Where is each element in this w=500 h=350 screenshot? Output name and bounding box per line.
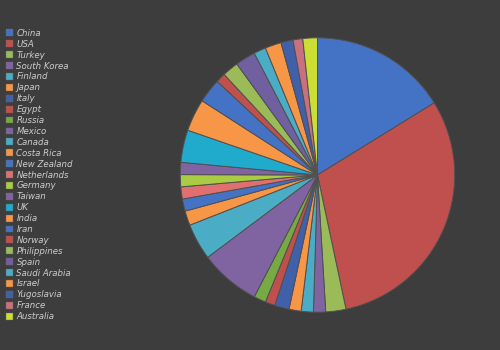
Wedge shape (180, 162, 318, 175)
Wedge shape (190, 175, 318, 257)
Wedge shape (281, 40, 318, 175)
Wedge shape (208, 175, 318, 297)
Wedge shape (303, 38, 318, 175)
Wedge shape (318, 175, 346, 312)
Wedge shape (274, 175, 318, 309)
Wedge shape (254, 175, 318, 302)
Wedge shape (181, 130, 318, 175)
Legend: China, USA, Turkey, South Korea, Finland, Japan, Italy, Egypt, Russia, Mexico, C: China, USA, Turkey, South Korea, Finland… (6, 28, 74, 322)
Wedge shape (318, 103, 454, 309)
Wedge shape (181, 175, 318, 199)
Wedge shape (289, 175, 318, 311)
Wedge shape (180, 175, 318, 187)
Wedge shape (254, 48, 318, 175)
Wedge shape (301, 175, 318, 312)
Wedge shape (217, 75, 318, 175)
Wedge shape (237, 53, 318, 175)
Wedge shape (314, 175, 326, 312)
Wedge shape (182, 175, 318, 211)
Wedge shape (318, 38, 434, 175)
Wedge shape (266, 175, 318, 305)
Wedge shape (266, 43, 318, 175)
Wedge shape (185, 175, 318, 225)
Wedge shape (293, 38, 318, 175)
Wedge shape (188, 101, 318, 175)
Wedge shape (202, 82, 318, 175)
Wedge shape (224, 64, 318, 175)
